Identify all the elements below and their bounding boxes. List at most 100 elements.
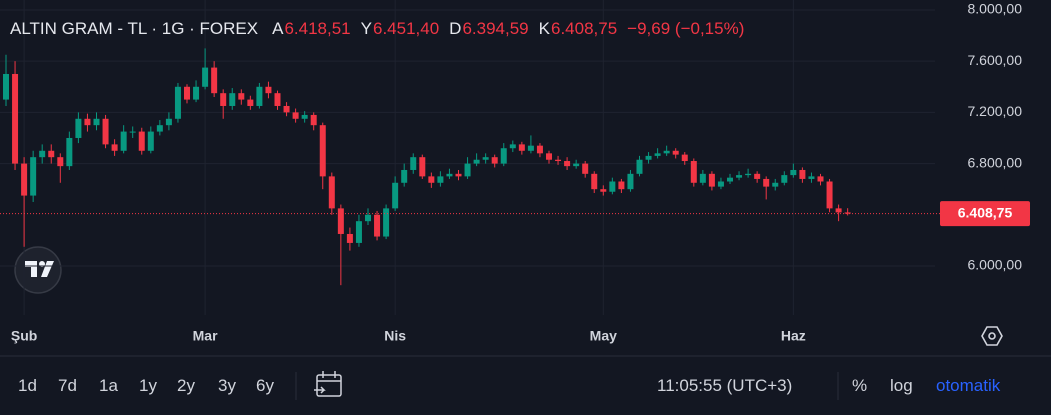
candle-body bbox=[247, 99, 254, 106]
candle-body bbox=[328, 176, 335, 209]
candle-body bbox=[844, 212, 851, 214]
candle-body bbox=[184, 86, 190, 100]
log-toggle[interactable]: log bbox=[890, 376, 913, 395]
candle-body bbox=[627, 173, 634, 190]
toolbar: 1d 7d 1a 1y 2y 3y 6y 11:05:55 (UTC+3) % … bbox=[0, 370, 1051, 402]
candle-body bbox=[265, 86, 272, 94]
candle-body bbox=[39, 150, 46, 158]
candle-body bbox=[301, 114, 308, 119]
range-button[interactable]: 1a bbox=[99, 376, 118, 395]
candle-body bbox=[319, 125, 326, 177]
candle-body bbox=[518, 144, 525, 151]
range-button[interactable]: 1d bbox=[18, 376, 37, 395]
candle-body bbox=[645, 155, 652, 160]
candle-body bbox=[419, 157, 426, 177]
candle-body bbox=[174, 86, 181, 119]
range-button[interactable]: 3y bbox=[218, 376, 236, 395]
candle-body bbox=[355, 221, 362, 243]
candle-body bbox=[500, 148, 507, 164]
change: −9,69 (−0,15%) bbox=[627, 19, 745, 38]
candle-body bbox=[428, 176, 435, 183]
y-tick-label: 7.200,00 bbox=[968, 103, 1023, 119]
candle-body bbox=[763, 178, 770, 187]
candle-body bbox=[138, 131, 145, 151]
candle-body bbox=[401, 169, 408, 183]
x-tick-label: Şub bbox=[11, 328, 37, 344]
candle-body bbox=[573, 163, 580, 167]
candle-body bbox=[717, 181, 724, 187]
range-button[interactable]: 2y bbox=[177, 376, 195, 395]
candle-body bbox=[546, 153, 552, 160]
candle-body bbox=[392, 182, 399, 209]
candle-body bbox=[708, 173, 715, 187]
candle-body bbox=[835, 208, 842, 213]
settings-icon[interactable] bbox=[981, 326, 1003, 346]
candle-body bbox=[681, 154, 688, 162]
candle-body bbox=[600, 189, 607, 192]
candle-body bbox=[193, 86, 200, 100]
ohlc-key: D bbox=[449, 19, 462, 38]
ohlc-value: 6.408,75 bbox=[550, 19, 618, 38]
ohlc-key: A bbox=[272, 19, 284, 38]
candle-body bbox=[536, 145, 543, 154]
candle-body bbox=[229, 93, 236, 106]
candle-body bbox=[346, 233, 353, 243]
candle-body bbox=[310, 114, 317, 126]
candle-body bbox=[93, 118, 100, 126]
candle-body bbox=[618, 181, 625, 190]
clock[interactable]: 11:05:55 (UTC+3) bbox=[657, 376, 793, 395]
ohlc-value: 6.394,59 bbox=[462, 19, 529, 38]
candle-body bbox=[337, 208, 344, 234]
date-range-icon[interactable] bbox=[314, 371, 342, 397]
ohlc-key: K bbox=[538, 19, 550, 38]
candle-body bbox=[374, 214, 381, 237]
candle-body bbox=[491, 157, 498, 164]
logo[interactable] bbox=[14, 246, 62, 294]
candle-body bbox=[555, 159, 562, 162]
candle-body bbox=[202, 67, 209, 87]
ohlc-value: 6.418,51 bbox=[284, 19, 351, 38]
ohlc-key: Y bbox=[360, 19, 372, 38]
y-tick-label: 8.000,00 bbox=[968, 1, 1023, 17]
candle-body bbox=[410, 157, 417, 170]
candle-body bbox=[772, 182, 779, 187]
candle-body bbox=[84, 118, 91, 126]
candle-body bbox=[147, 131, 154, 151]
candle-body bbox=[790, 169, 797, 176]
candle-body bbox=[736, 175, 743, 178]
candle-body bbox=[383, 208, 390, 237]
candle-body bbox=[591, 173, 598, 190]
candle-body bbox=[165, 118, 172, 126]
last-price-label: 6.408,75 bbox=[958, 204, 1013, 220]
y-tick-label: 6.800,00 bbox=[968, 154, 1023, 170]
y-tick-label: 6.000,00 bbox=[968, 257, 1023, 273]
candle-body bbox=[799, 169, 806, 179]
range-button[interactable]: 6y bbox=[256, 376, 274, 395]
candle-body bbox=[437, 176, 444, 183]
candle-body bbox=[12, 73, 19, 164]
symbol-title: ALTIN GRAM - TL · 1G · FOREX bbox=[10, 19, 259, 38]
candle-body bbox=[211, 67, 218, 94]
candle-body bbox=[699, 173, 706, 183]
candle-body bbox=[781, 175, 788, 183]
candle-body bbox=[3, 73, 9, 100]
candle-body bbox=[609, 181, 616, 192]
range-button[interactable]: 7d bbox=[58, 376, 77, 395]
candle-body bbox=[111, 144, 118, 151]
candle-body bbox=[292, 112, 299, 119]
y-tick-label: 7.600,00 bbox=[968, 52, 1023, 68]
candle-body bbox=[30, 157, 37, 196]
candle-body bbox=[654, 153, 661, 156]
last-price-box bbox=[940, 201, 1030, 227]
candle-body bbox=[509, 144, 516, 149]
percent-toggle[interactable]: % bbox=[852, 376, 868, 395]
candle-body bbox=[455, 173, 462, 177]
candle-body bbox=[120, 131, 127, 151]
candle-body bbox=[129, 131, 136, 133]
candle-body bbox=[156, 125, 163, 132]
candle-body bbox=[48, 150, 55, 158]
range-button[interactable]: 1y bbox=[139, 376, 157, 395]
auto-toggle[interactable]: otomatik bbox=[936, 376, 1001, 395]
